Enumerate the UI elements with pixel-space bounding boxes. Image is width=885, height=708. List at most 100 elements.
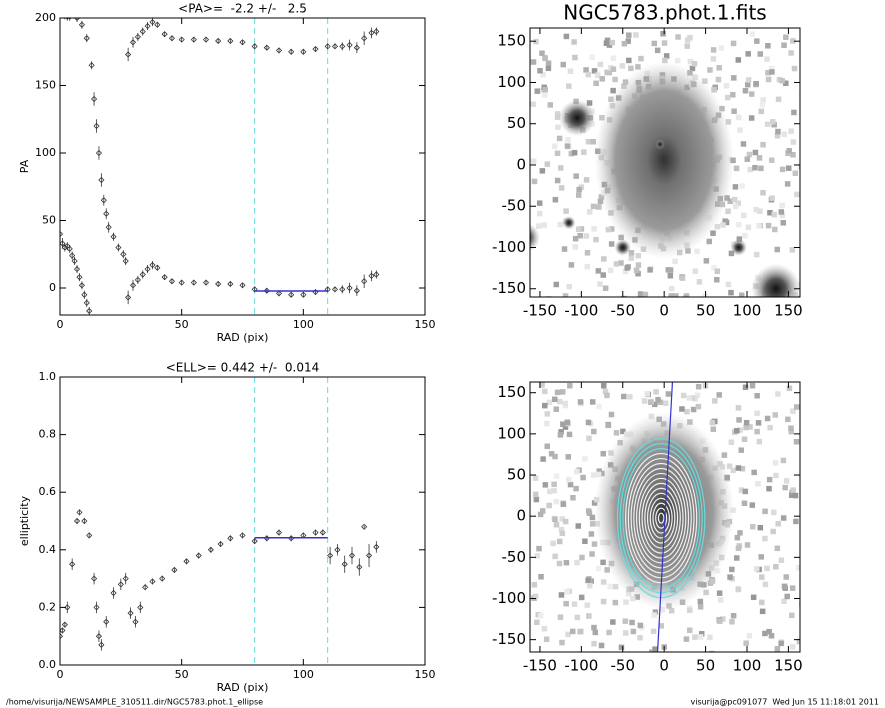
noise-pixel [610, 55, 617, 61]
noise-pixel [588, 531, 595, 537]
noise-pixel [562, 518, 569, 525]
noise-pixel [623, 599, 629, 605]
noise-pixel [792, 170, 799, 177]
point [341, 561, 348, 568]
noise-pixel [694, 392, 701, 399]
point [334, 546, 341, 553]
noise-pixel [750, 594, 757, 601]
noise-pixel [710, 426, 717, 432]
noise-pixel [563, 559, 570, 566]
noise-pixel [622, 618, 629, 624]
noise-pixel [583, 67, 589, 73]
noise-pixel [600, 579, 607, 585]
noise-pixel [730, 467, 736, 474]
noise-pixel [562, 400, 569, 407]
noise-pixel [695, 403, 702, 410]
noise-pixel [651, 612, 657, 618]
noise-pixel [786, 147, 792, 154]
noise-pixel [779, 202, 785, 209]
noise-pixel [785, 165, 792, 171]
noise-pixel [790, 408, 796, 415]
y-tick-label: 0.0 [39, 658, 57, 671]
frame [529, 27, 801, 298]
noise-pixel [755, 481, 761, 487]
star [614, 239, 632, 256]
noise-pixel [760, 190, 766, 196]
noise-pixel [579, 554, 585, 561]
noise-pixel [551, 481, 557, 488]
noise-pixel [627, 394, 633, 400]
noise-pixel [604, 37, 611, 44]
noise-pixel [539, 168, 546, 174]
noise-pixel [638, 55, 644, 62]
noise-pixel [765, 76, 772, 83]
noise-pixel [545, 65, 552, 72]
noise-pixel [607, 267, 614, 274]
noise-pixel [624, 265, 630, 271]
noise-pixel [741, 212, 747, 219]
noise-pixel [768, 65, 775, 72]
noise-pixel [762, 630, 768, 637]
y-tick-label: 0 [516, 155, 526, 173]
noise-pixel [626, 32, 632, 38]
x-tick-label: 50 [175, 318, 189, 331]
point [263, 44, 270, 51]
noise-pixel [703, 258, 710, 264]
noise-pixel [573, 485, 579, 492]
noise-pixel [691, 61, 698, 67]
noise-pixel [765, 222, 772, 229]
point [331, 286, 339, 293]
point [353, 44, 360, 51]
noise-pixel [542, 482, 549, 488]
noise-pixel [586, 613, 592, 619]
x-tick-label: 100 [733, 657, 762, 675]
noise-pixel [629, 619, 635, 626]
point [69, 252, 76, 259]
noise-pixel [679, 406, 685, 412]
noise-pixel [716, 590, 723, 596]
noise-pixel [554, 114, 561, 120]
noise-pixel [737, 530, 743, 536]
noise-pixel [684, 408, 690, 415]
noise-pixel [757, 524, 764, 531]
noise-pixel [609, 226, 615, 232]
noise-pixel [752, 164, 758, 171]
point [373, 543, 380, 550]
noise-pixel [762, 581, 769, 588]
noise-pixel [737, 427, 743, 433]
noise-pixel [784, 181, 791, 187]
noise-pixel [783, 80, 789, 87]
point [368, 272, 375, 279]
point [137, 604, 144, 611]
noise-pixel [557, 432, 564, 438]
noise-pixel [589, 399, 596, 405]
noise-pixel [743, 419, 750, 426]
noise-pixel [758, 165, 764, 172]
x-tick-label: 0 [659, 302, 669, 320]
point [61, 621, 68, 628]
noise-pixel [692, 396, 698, 402]
point [76, 274, 83, 281]
point [251, 286, 258, 293]
point [120, 251, 127, 258]
noise-pixel [565, 454, 572, 460]
y-tick-label: 200 [35, 11, 56, 24]
noise-pixel [559, 530, 566, 537]
noise-pixel [584, 263, 591, 270]
noise-pixel [725, 208, 731, 215]
noise-pixel [734, 534, 741, 541]
noise-pixel [769, 69, 775, 75]
noise-pixel [746, 151, 753, 158]
noise-pixel [779, 77, 785, 84]
point [300, 291, 307, 298]
noise-pixel [754, 38, 760, 44]
noise-pixel [584, 250, 591, 256]
noise-pixel [604, 69, 610, 76]
point [73, 266, 81, 273]
noise-pixel [783, 478, 790, 484]
point [64, 18, 66, 19]
point [76, 509, 83, 516]
point [115, 244, 122, 251]
isophote [635, 472, 687, 564]
y-tick-label: 0 [49, 281, 56, 294]
